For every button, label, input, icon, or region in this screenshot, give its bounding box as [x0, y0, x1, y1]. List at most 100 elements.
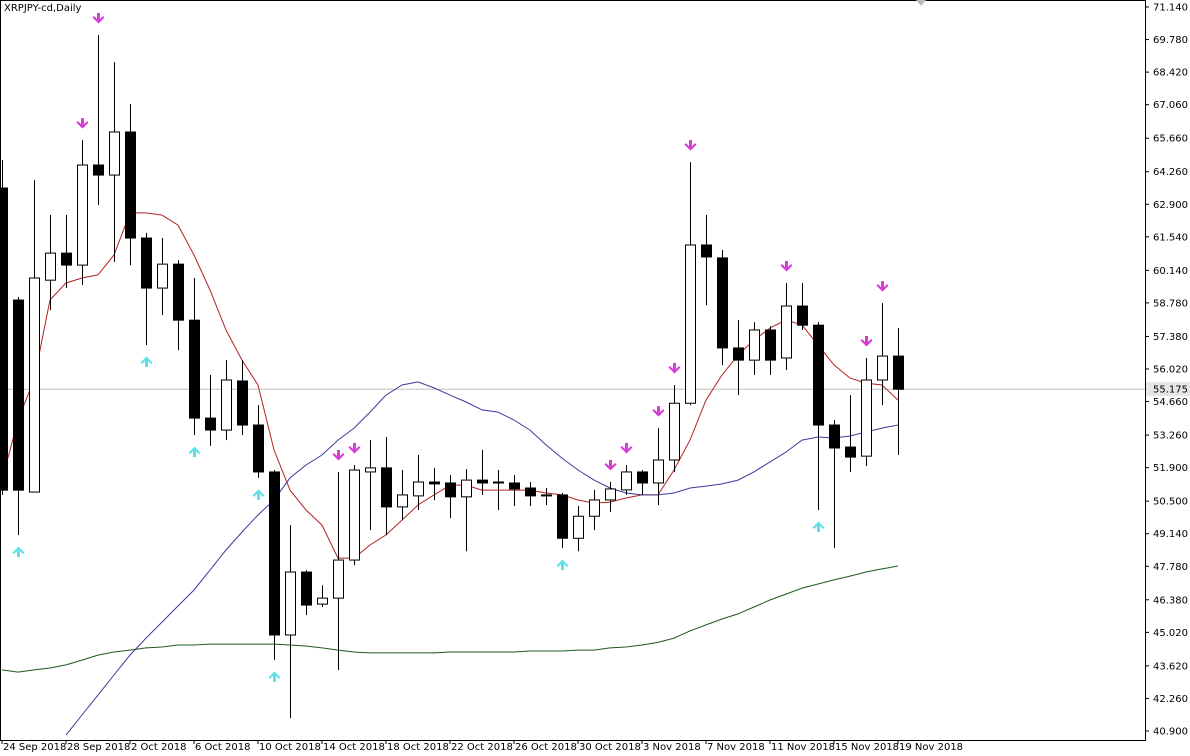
- moving-average-line: [1, 565, 899, 673]
- candle-body: [189, 319, 200, 419]
- candle-body: [157, 263, 168, 289]
- candle-body: [349, 469, 360, 561]
- x-tick-label: 10 Oct 2018: [259, 742, 321, 753]
- y-tick-label: 61.540: [1153, 232, 1188, 243]
- candle-body: [685, 244, 696, 404]
- x-tick-label: 11 Nov 2018: [771, 742, 835, 753]
- candle-body: [381, 467, 392, 508]
- candle-body: [877, 355, 888, 381]
- candle-body: [509, 482, 520, 490]
- candle-body: [397, 494, 408, 508]
- candle-body: [29, 277, 40, 493]
- candle-body: [829, 424, 840, 449]
- x-tick-label: 28 Sep 2018: [67, 742, 130, 753]
- y-tick-label: 47.780: [1153, 562, 1188, 573]
- candle-body: [333, 559, 344, 599]
- fractal-down-arrow: [332, 449, 345, 461]
- candle-body: [45, 252, 56, 281]
- fractal-up-arrow: [252, 489, 265, 500]
- y-tick-label: 64.260: [1153, 167, 1188, 178]
- y-tick-label: 68.420: [1153, 68, 1188, 79]
- y-tick-label: 62.900: [1153, 200, 1188, 211]
- candle-body: [797, 305, 808, 326]
- fractal-down-arrow: [876, 281, 889, 292]
- x-tick-label: 3 Nov 2018: [643, 742, 701, 753]
- candle-body: [413, 481, 424, 497]
- candle-body: [13, 299, 24, 491]
- x-tick-label: 18 Oct 2018: [387, 742, 449, 753]
- candle-body: [765, 329, 776, 361]
- y-tick-label: 69.780: [1153, 35, 1188, 46]
- candle-body: [317, 597, 328, 605]
- y-tick-label: 50.500: [1153, 497, 1188, 508]
- candle-body: [525, 487, 536, 497]
- fractal-down-arrow: [668, 363, 681, 374]
- fractal-down-arrow: [684, 140, 697, 151]
- y-tick-label: 58.780: [1153, 298, 1188, 309]
- y-tick-label: 42.260: [1153, 694, 1188, 705]
- y-tick-label: 54.660: [1153, 397, 1188, 408]
- candle-body: [893, 355, 904, 390]
- fractal-up-arrow: [140, 356, 153, 368]
- candle-body: [717, 257, 728, 349]
- candle-body: [653, 459, 664, 484]
- x-tick-label: 15 Nov 2018: [835, 742, 899, 753]
- candle-body: [253, 424, 264, 473]
- y-tick-label: 46.380: [1153, 595, 1188, 606]
- fractal-up-arrow: [556, 559, 569, 571]
- candle-body: [445, 482, 456, 498]
- candle-body: [93, 164, 104, 176]
- candle-body: [477, 479, 488, 484]
- candle-body: [285, 571, 296, 636]
- x-tick-label: 19 Nov 2018: [899, 742, 963, 753]
- candle-body: [749, 329, 760, 361]
- y-tick-label: 51.900: [1153, 463, 1188, 474]
- x-tick-label: 2 Oct 2018: [131, 742, 186, 753]
- candle-body: [301, 571, 312, 606]
- candle-body: [621, 471, 632, 491]
- fractal-down-arrow: [620, 443, 633, 454]
- moving-average-line: [65, 381, 899, 736]
- candle-body: [637, 471, 648, 484]
- fractal-up-arrow: [268, 671, 281, 682]
- candle-body: [605, 488, 616, 501]
- y-tick-label: 53.260: [1153, 431, 1188, 442]
- x-tick-label: 30 Oct 2018: [579, 742, 641, 753]
- candle-body: [557, 494, 568, 539]
- candle-body: [541, 494, 552, 497]
- fractal-up-arrow: [812, 521, 825, 533]
- y-tick-label: 57.380: [1153, 332, 1188, 343]
- fractal-down-arrow: [76, 118, 89, 129]
- candle-body: [589, 499, 600, 517]
- candle-body: [109, 131, 120, 176]
- plot-frame: [0, 0, 1146, 741]
- candle-body: [173, 263, 184, 321]
- current-price-box: [1146, 382, 1190, 397]
- candle-body: [77, 164, 88, 266]
- y-tick-label: 67.060: [1153, 100, 1188, 111]
- fractal-down-arrow: [860, 335, 873, 347]
- fractal-down-arrow: [92, 13, 105, 24]
- x-tick-label: 7 Nov 2018: [707, 742, 765, 753]
- candle-body: [733, 347, 744, 361]
- candle-body: [669, 402, 680, 461]
- fractal-down-arrow: [652, 406, 665, 417]
- x-tick-label: 14 Oct 2018: [323, 742, 385, 753]
- candle-body: [0, 187, 8, 491]
- candle-body: [269, 471, 280, 636]
- y-tick-label: 45.020: [1153, 628, 1188, 639]
- y-tick-label: 56.020: [1153, 365, 1188, 376]
- x-tick-label: 22 Oct 2018: [451, 742, 513, 753]
- fractal-up-arrow: [12, 546, 25, 558]
- candle-body: [493, 481, 504, 484]
- candle-body: [365, 467, 376, 473]
- candle-body: [845, 446, 856, 458]
- candle-body: [61, 252, 72, 266]
- fractal-down-arrow: [604, 460, 617, 471]
- candle-body: [461, 479, 472, 498]
- y-tick-label: 49.140: [1153, 529, 1188, 540]
- plot-area: [0, 13, 1145, 736]
- chart-title: XRPJPY-cd,Daily: [4, 3, 82, 14]
